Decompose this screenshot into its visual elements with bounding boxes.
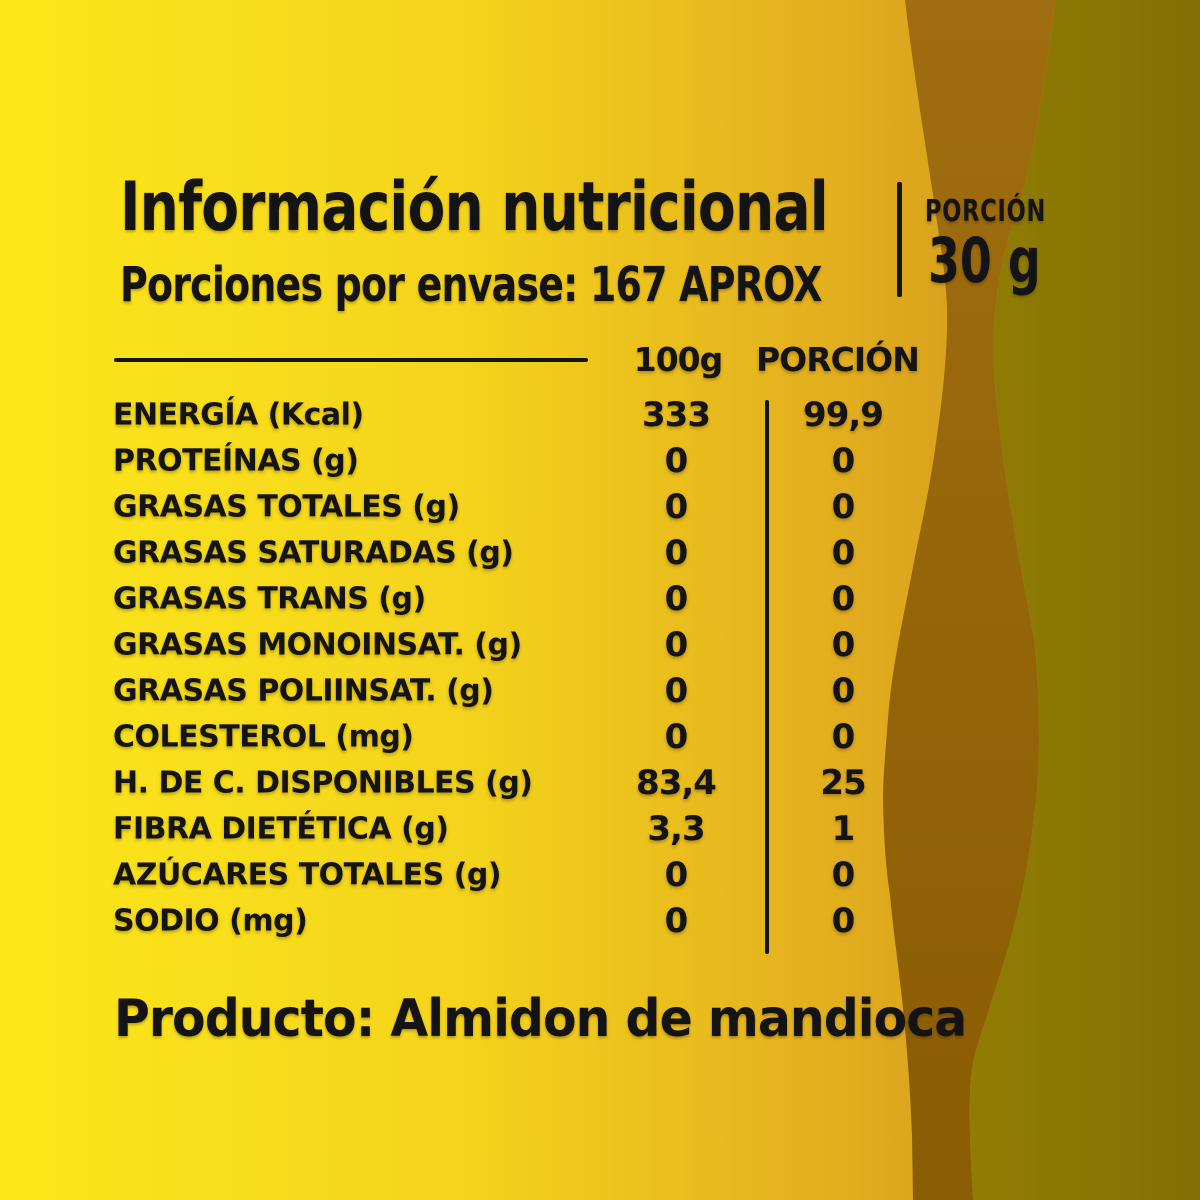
servings-per-package: Porciones por envase: 167 APROX [120,257,822,313]
value-per-100g: 83,4 [636,763,717,803]
table-row: GRASAS SATURADAS (g) 0 0 [0,530,960,576]
table-row: COLESTEROL (mg) 0 0 [0,714,960,760]
nutrition-table: ENERGÍA (Kcal) 333 99,9 PROTEÍNAS (g) 0 … [0,392,960,944]
value-per-portion: 0 [831,625,856,665]
value-per-100g: 0 [664,671,689,711]
value-per-100g: 0 [664,533,689,573]
background-wave-brown [883,0,1055,1200]
value-per-100g: 0 [664,441,689,481]
value-per-portion: 99,9 [803,395,884,435]
value-per-100g: 0 [664,579,689,619]
portion-size-label: PORCIÓN [925,194,1047,229]
table-row: GRASAS TRANS (g) 0 0 [0,576,960,622]
nutrient-label: GRASAS MONOINSAT. (g) [113,627,522,663]
nutrient-label: GRASAS TRANS (g) [113,581,426,617]
nutrient-label: GRASAS POLIINSAT. (g) [113,673,494,709]
value-per-portion: 0 [831,671,856,711]
value-per-portion: 25 [820,763,866,803]
value-per-portion: 1 [831,809,856,849]
page-title: Información nutricional [120,168,829,247]
nutrient-label: GRASAS SATURADAS (g) [113,535,514,571]
table-row: SODIO (mg) 0 0 [0,898,960,944]
value-per-100g: 3,3 [647,809,705,849]
value-per-portion: 0 [831,487,856,527]
value-per-portion: 0 [831,441,856,481]
value-per-100g: 333 [642,395,711,435]
background-wave-olive [969,0,1200,1200]
value-per-100g: 0 [664,901,689,941]
nutrient-label: SODIO (mg) [113,903,308,939]
table-row: ENERGÍA (Kcal) 333 99,9 [0,392,960,438]
nutrient-label: FIBRA DIETÉTICA (g) [113,811,449,847]
nutrient-label: ENERGÍA (Kcal) [113,397,364,433]
nutrient-label: AZÚCARES TOTALES (g) [113,857,502,893]
portion-size-value: 30 g [928,224,1041,297]
table-row: FIBRA DIETÉTICA (g) 3,3 1 [0,806,960,852]
value-per-100g: 0 [664,625,689,665]
value-per-portion: 0 [831,717,856,757]
table-row: AZÚCARES TOTALES (g) 0 0 [0,852,960,898]
table-header-rule [114,358,588,362]
product-name: Producto: Almidon de mandioca [114,989,967,1049]
table-row: PROTEÍNAS (g) 0 0 [0,438,960,484]
value-per-portion: 0 [831,579,856,619]
table-row: GRASAS POLIINSAT. (g) 0 0 [0,668,960,714]
table-row: GRASAS TOTALES (g) 0 0 [0,484,960,530]
value-per-100g: 0 [664,717,689,757]
nutrient-label: PROTEÍNAS (g) [113,443,359,479]
value-per-portion: 0 [831,901,856,941]
value-per-portion: 0 [831,533,856,573]
table-row: H. DE C. DISPONIBLES (g) 83,4 25 [0,760,960,806]
header-divider-line [897,182,902,297]
nutrient-label: COLESTEROL (mg) [113,719,414,755]
column-header-100g: 100g [633,340,724,379]
column-header-portion: PORCIÓN [756,340,920,379]
column-divider-line [765,400,769,954]
nutrient-label: H. DE C. DISPONIBLES (g) [113,765,533,801]
value-per-100g: 0 [664,487,689,527]
table-row: GRASAS MONOINSAT. (g) 0 0 [0,622,960,668]
nutrient-label: GRASAS TOTALES (g) [113,489,460,525]
value-per-100g: 0 [664,855,689,895]
value-per-portion: 0 [831,855,856,895]
